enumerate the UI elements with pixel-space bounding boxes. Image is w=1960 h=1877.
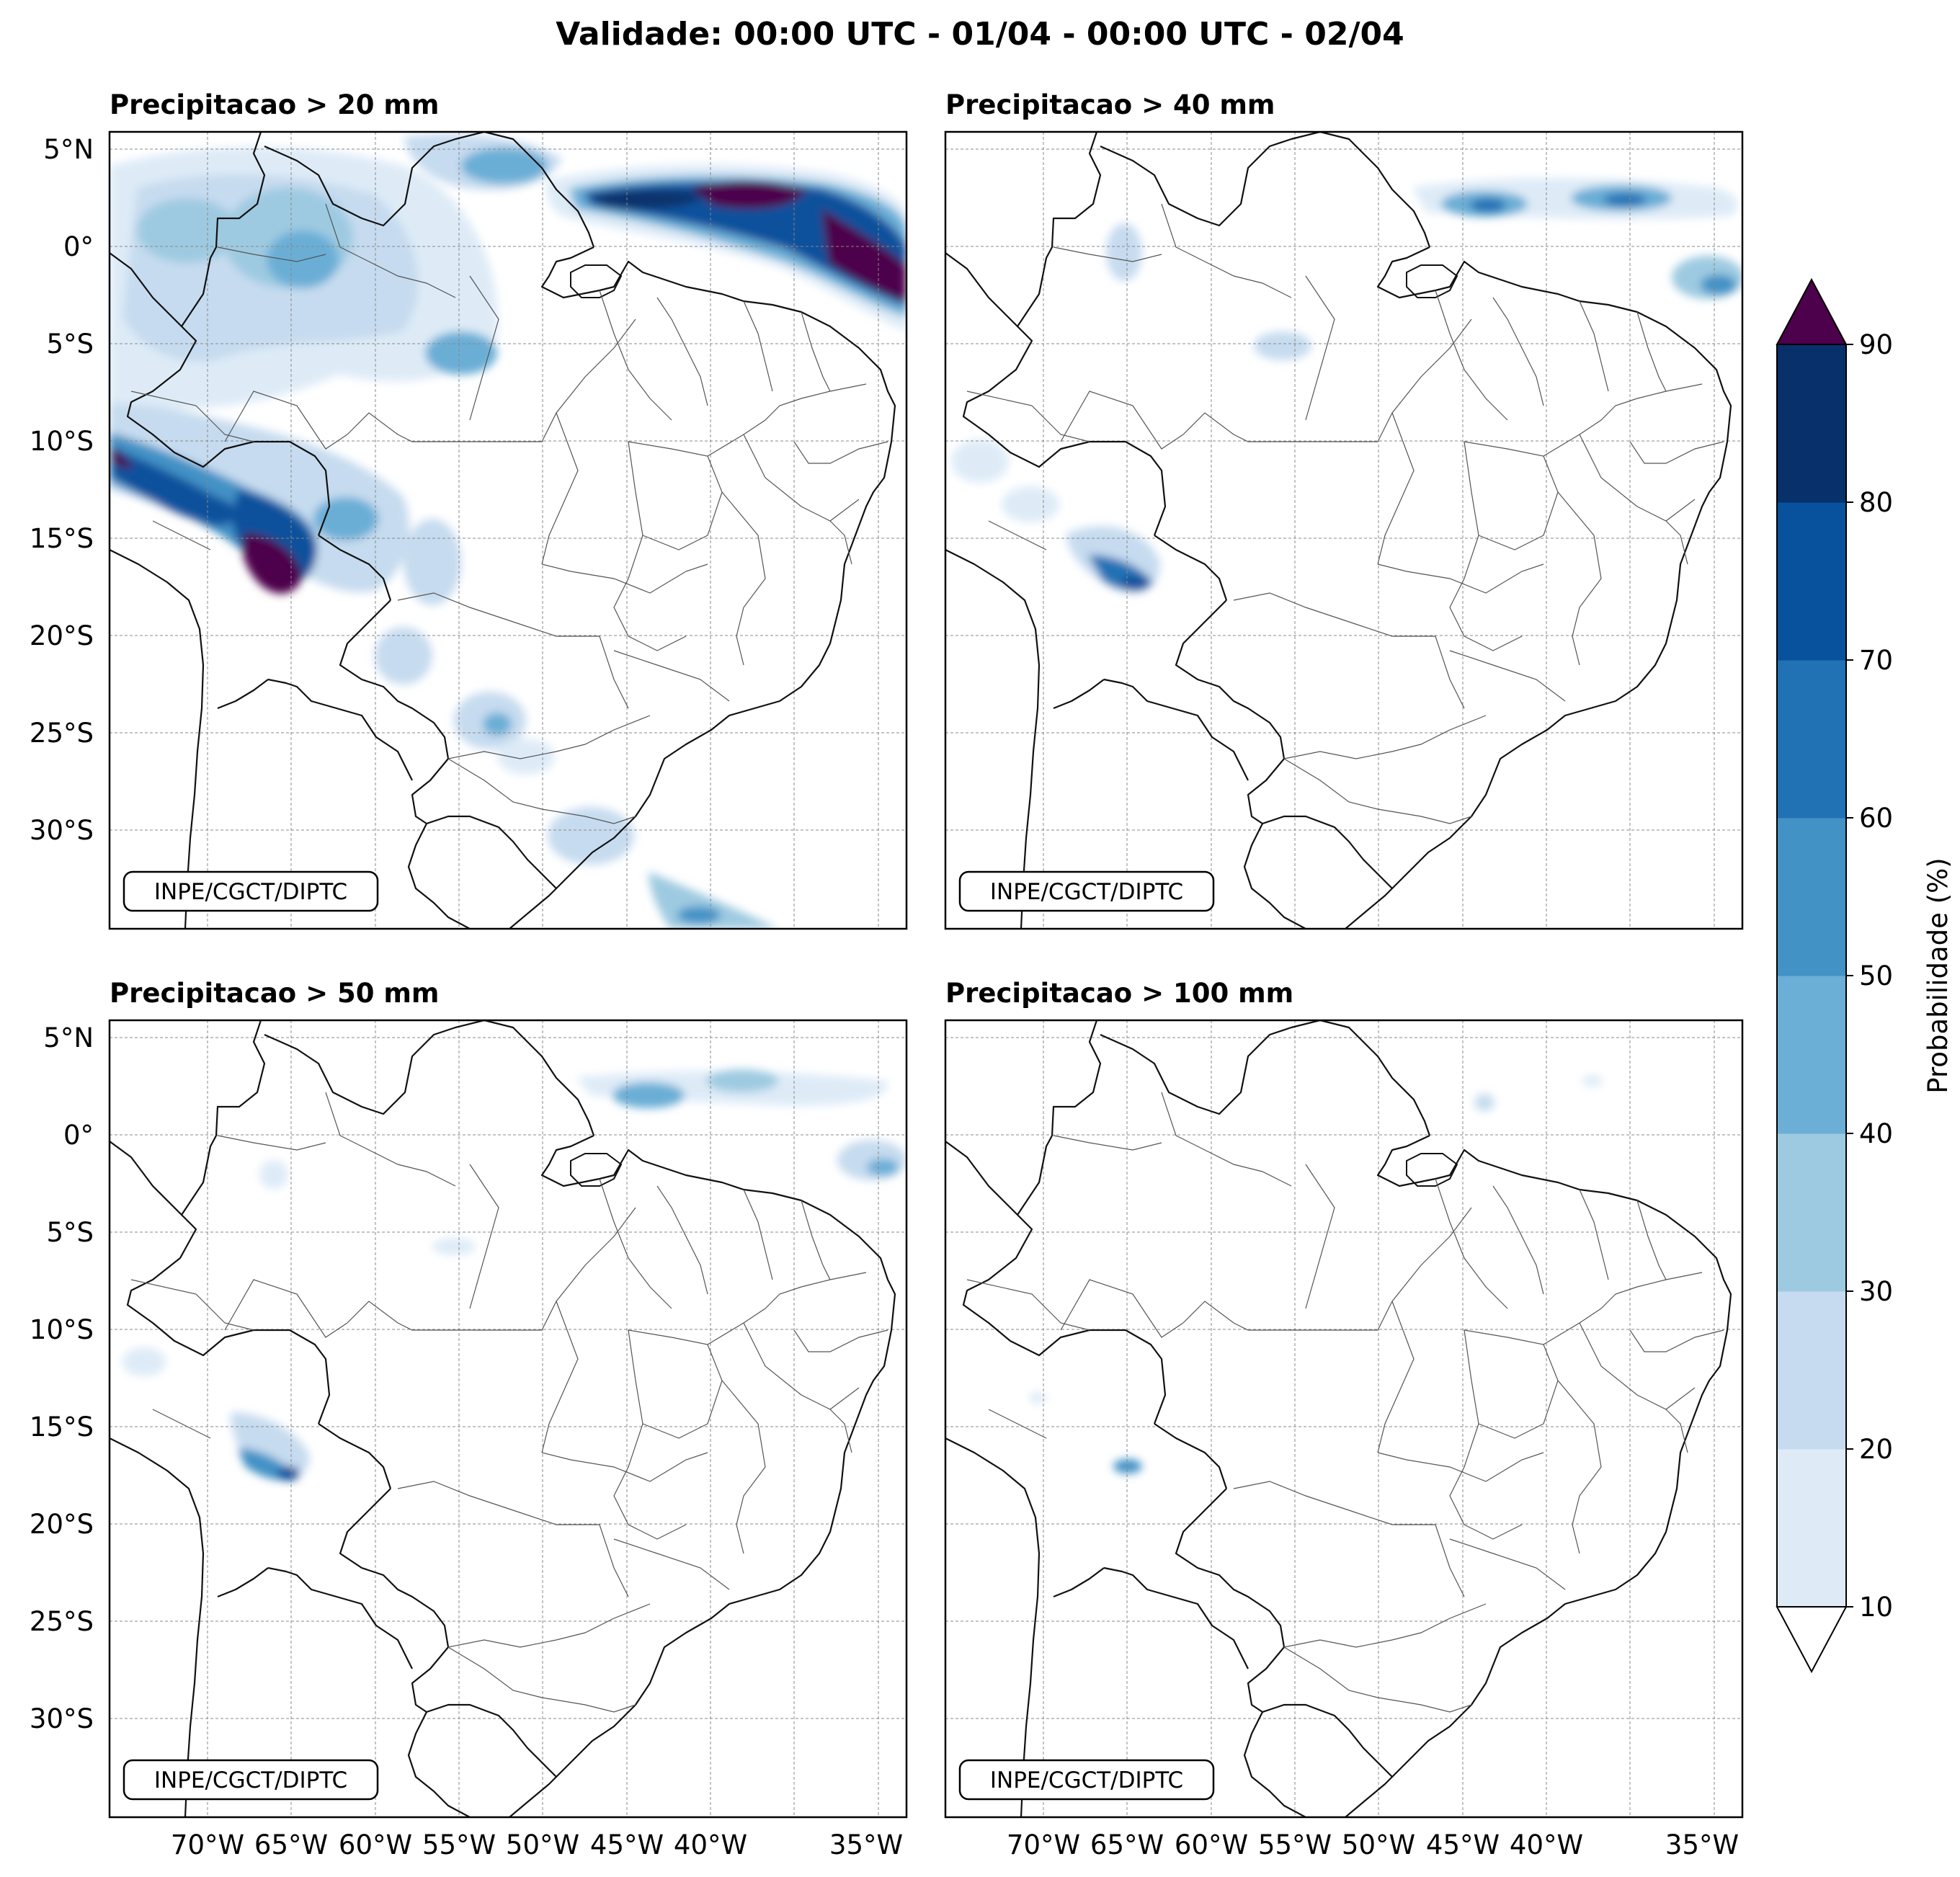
figure-title: Validade: 00:00 UTC - 01/04 - 00:00 UTC … bbox=[556, 16, 1404, 53]
lat-label: 5°N bbox=[43, 134, 94, 165]
colorbar-band bbox=[1777, 344, 1846, 503]
lat-label: 10°S bbox=[30, 426, 94, 457]
map-panel-40mm: Precipitacao > 40 mm INP bbox=[944, 89, 1744, 930]
colorbar-band bbox=[1777, 1449, 1846, 1608]
colorbar: 10 20 30 40 50 60 70 80 90 Probabilidade (%) bbox=[1776, 277, 1954, 1674]
lon-axis-right: 70°W 65°W 60°W 55°W 50°W 45°W 40°W 35°W bbox=[1007, 1829, 1739, 1860]
lat-label: 25°S bbox=[30, 1606, 94, 1637]
lon-label: 60°W bbox=[339, 1829, 412, 1860]
credit-text: INPE/CGCT/DIPTC bbox=[154, 879, 347, 905]
lon-axis-left: 70°W 65°W 60°W 55°W 50°W 45°W 40°W 35°W bbox=[171, 1829, 903, 1860]
colorbar-tick-label: 50 bbox=[1859, 960, 1893, 991]
credit-box bbox=[122, 870, 379, 912]
lon-label: 40°W bbox=[674, 1829, 747, 1860]
lon-label: 50°W bbox=[506, 1829, 579, 1860]
credit-box bbox=[122, 1759, 379, 1801]
lat-axis-top: 5°N 0° 5°S 10°S 15°S 20°S 25°S 30°S bbox=[30, 134, 94, 846]
credit-text: INPE/CGCT/DIPTC bbox=[990, 879, 1183, 905]
lon-label: 45°W bbox=[1426, 1829, 1500, 1860]
lon-label: 40°W bbox=[1510, 1829, 1583, 1860]
colorbar-tick-label: 60 bbox=[1859, 803, 1893, 834]
colorbar-band bbox=[1777, 660, 1846, 819]
colorbar-tick-label: 40 bbox=[1859, 1118, 1893, 1149]
lon-label: 50°W bbox=[1342, 1829, 1415, 1860]
panel-title: Precipitacao > 100 mm bbox=[945, 978, 1293, 1009]
lat-label: 30°S bbox=[30, 815, 94, 846]
lon-label: 35°W bbox=[829, 1829, 903, 1860]
colorbar-band bbox=[1777, 502, 1846, 661]
colorbar-ticks: 10 20 30 40 50 60 70 80 90 bbox=[1846, 329, 1893, 1623]
colorbar-bands bbox=[1777, 344, 1846, 1608]
lon-label: 70°W bbox=[171, 1829, 244, 1860]
colorbar-band bbox=[1777, 1291, 1846, 1450]
panel-title: Precipitacao > 50 mm bbox=[110, 978, 439, 1009]
lon-label: 65°W bbox=[254, 1829, 328, 1860]
lat-label: 5°S bbox=[46, 1217, 94, 1248]
probability-field bbox=[122, 1069, 906, 1481]
lat-label: 20°S bbox=[30, 620, 94, 651]
lat-axis-bottom: 5°N 0° 5°S 10°S 15°S 20°S 25°S 30°S bbox=[30, 1022, 94, 1734]
panel-title: Precipitacao > 40 mm bbox=[945, 89, 1275, 120]
lat-label: 15°S bbox=[30, 523, 94, 554]
colorbar-band bbox=[1777, 1133, 1846, 1292]
lon-label: 55°W bbox=[422, 1829, 496, 1860]
lat-label: 5°N bbox=[43, 1022, 94, 1053]
lat-label: 0° bbox=[63, 1120, 94, 1151]
colorbar-tick-label: 10 bbox=[1859, 1592, 1893, 1623]
probability-field bbox=[951, 177, 1742, 594]
lat-label: 20°S bbox=[30, 1509, 94, 1540]
credit-text: INPE/CGCT/DIPTC bbox=[154, 1767, 347, 1793]
lon-label: 60°W bbox=[1175, 1829, 1248, 1860]
lon-label: 45°W bbox=[590, 1829, 664, 1860]
lat-label: 15°S bbox=[30, 1412, 94, 1443]
credit-box bbox=[958, 1759, 1215, 1801]
lat-label: 30°S bbox=[30, 1703, 94, 1734]
colorbar-over-triangle bbox=[1776, 277, 1848, 345]
colorbar-band bbox=[1777, 976, 1846, 1134]
lat-label: 5°S bbox=[46, 329, 94, 360]
map-panel-100mm: Precipitacao > 100 mm INPE/CGCT/DIPTC bbox=[944, 978, 1744, 1819]
lat-label: 25°S bbox=[30, 718, 94, 749]
colorbar-tick-label: 80 bbox=[1859, 487, 1893, 518]
colorbar-tick-label: 70 bbox=[1859, 645, 1893, 676]
lon-label: 35°W bbox=[1665, 1829, 1739, 1860]
lon-label: 70°W bbox=[1007, 1829, 1080, 1860]
map-panel-20mm: Precipitacao > 20 mm bbox=[108, 89, 908, 930]
lon-label: 65°W bbox=[1090, 1829, 1164, 1860]
colorbar-tick-label: 30 bbox=[1859, 1276, 1893, 1307]
colorbar-under-triangle bbox=[1776, 1606, 1848, 1674]
colorbar-band bbox=[1777, 818, 1846, 976]
colorbar-tick-label: 20 bbox=[1859, 1434, 1893, 1465]
map-panel-50mm: Precipitacao > 50 mm INPE/CGCT/DIPTC bbox=[108, 978, 908, 1819]
colorbar-label: Probabilidade (%) bbox=[1923, 857, 1954, 1093]
colorbar-tick-label: 90 bbox=[1859, 329, 1893, 360]
probability-field bbox=[1029, 1075, 1603, 1473]
lat-label: 0° bbox=[63, 231, 94, 262]
lon-label: 55°W bbox=[1258, 1829, 1332, 1860]
credit-box bbox=[958, 870, 1215, 912]
panel-title: Precipitacao > 20 mm bbox=[110, 89, 439, 120]
credit-text: INPE/CGCT/DIPTC bbox=[990, 1767, 1183, 1793]
lat-label: 10°S bbox=[30, 1314, 94, 1345]
